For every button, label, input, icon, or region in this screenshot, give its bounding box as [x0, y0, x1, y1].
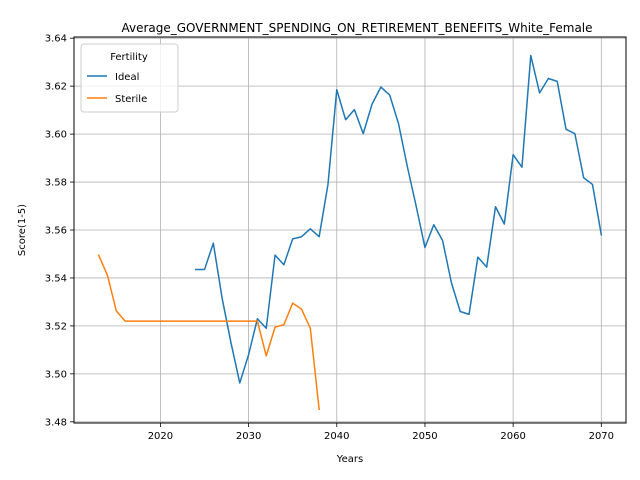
y-tick-label: 3.58 — [45, 178, 67, 189]
legend: Fertility Ideal Sterile — [80, 43, 179, 113]
ticks: 2020 2030 2040 2050 2060 2070 3.48 3.50 3.52 3.54… — [45, 34, 614, 442]
y-tick-label: 3.52 — [45, 321, 67, 332]
y-tick-label: 3.54 — [45, 273, 67, 284]
y-tick-label: 3.56 — [45, 226, 67, 237]
y-tick-label: 3.50 — [45, 369, 67, 380]
legend-label-ideal: Ideal — [115, 72, 139, 83]
series-line-sterile — [97, 254, 320, 411]
chart-title: Average_GOVERNMENT_SPENDING_ON_RETIREMEN… — [121, 21, 592, 35]
y-tick-label: 3.62 — [45, 82, 67, 93]
y-tick-label: 3.48 — [45, 417, 67, 428]
x-tick-label: 2030 — [236, 431, 261, 442]
y-tick-label: 3.60 — [45, 130, 67, 141]
x-tick-label: 2020 — [148, 431, 173, 442]
x-tick-label: 2060 — [500, 431, 525, 442]
legend-box — [80, 43, 179, 113]
y-tick-label: 3.64 — [45, 34, 67, 45]
legend-label-sterile: Sterile — [115, 94, 147, 105]
series-lines — [97, 54, 603, 411]
x-tick-label: 2040 — [324, 431, 349, 442]
x-axis-label: Years — [336, 454, 363, 465]
y-axis-label: Score(1-5) — [17, 204, 28, 256]
x-tick-label: 2070 — [589, 431, 614, 442]
x-tick-label: 2050 — [412, 431, 437, 442]
grid — [74, 37, 626, 423]
series-line-ideal — [194, 54, 603, 384]
legend-title: Fertility — [110, 52, 148, 63]
